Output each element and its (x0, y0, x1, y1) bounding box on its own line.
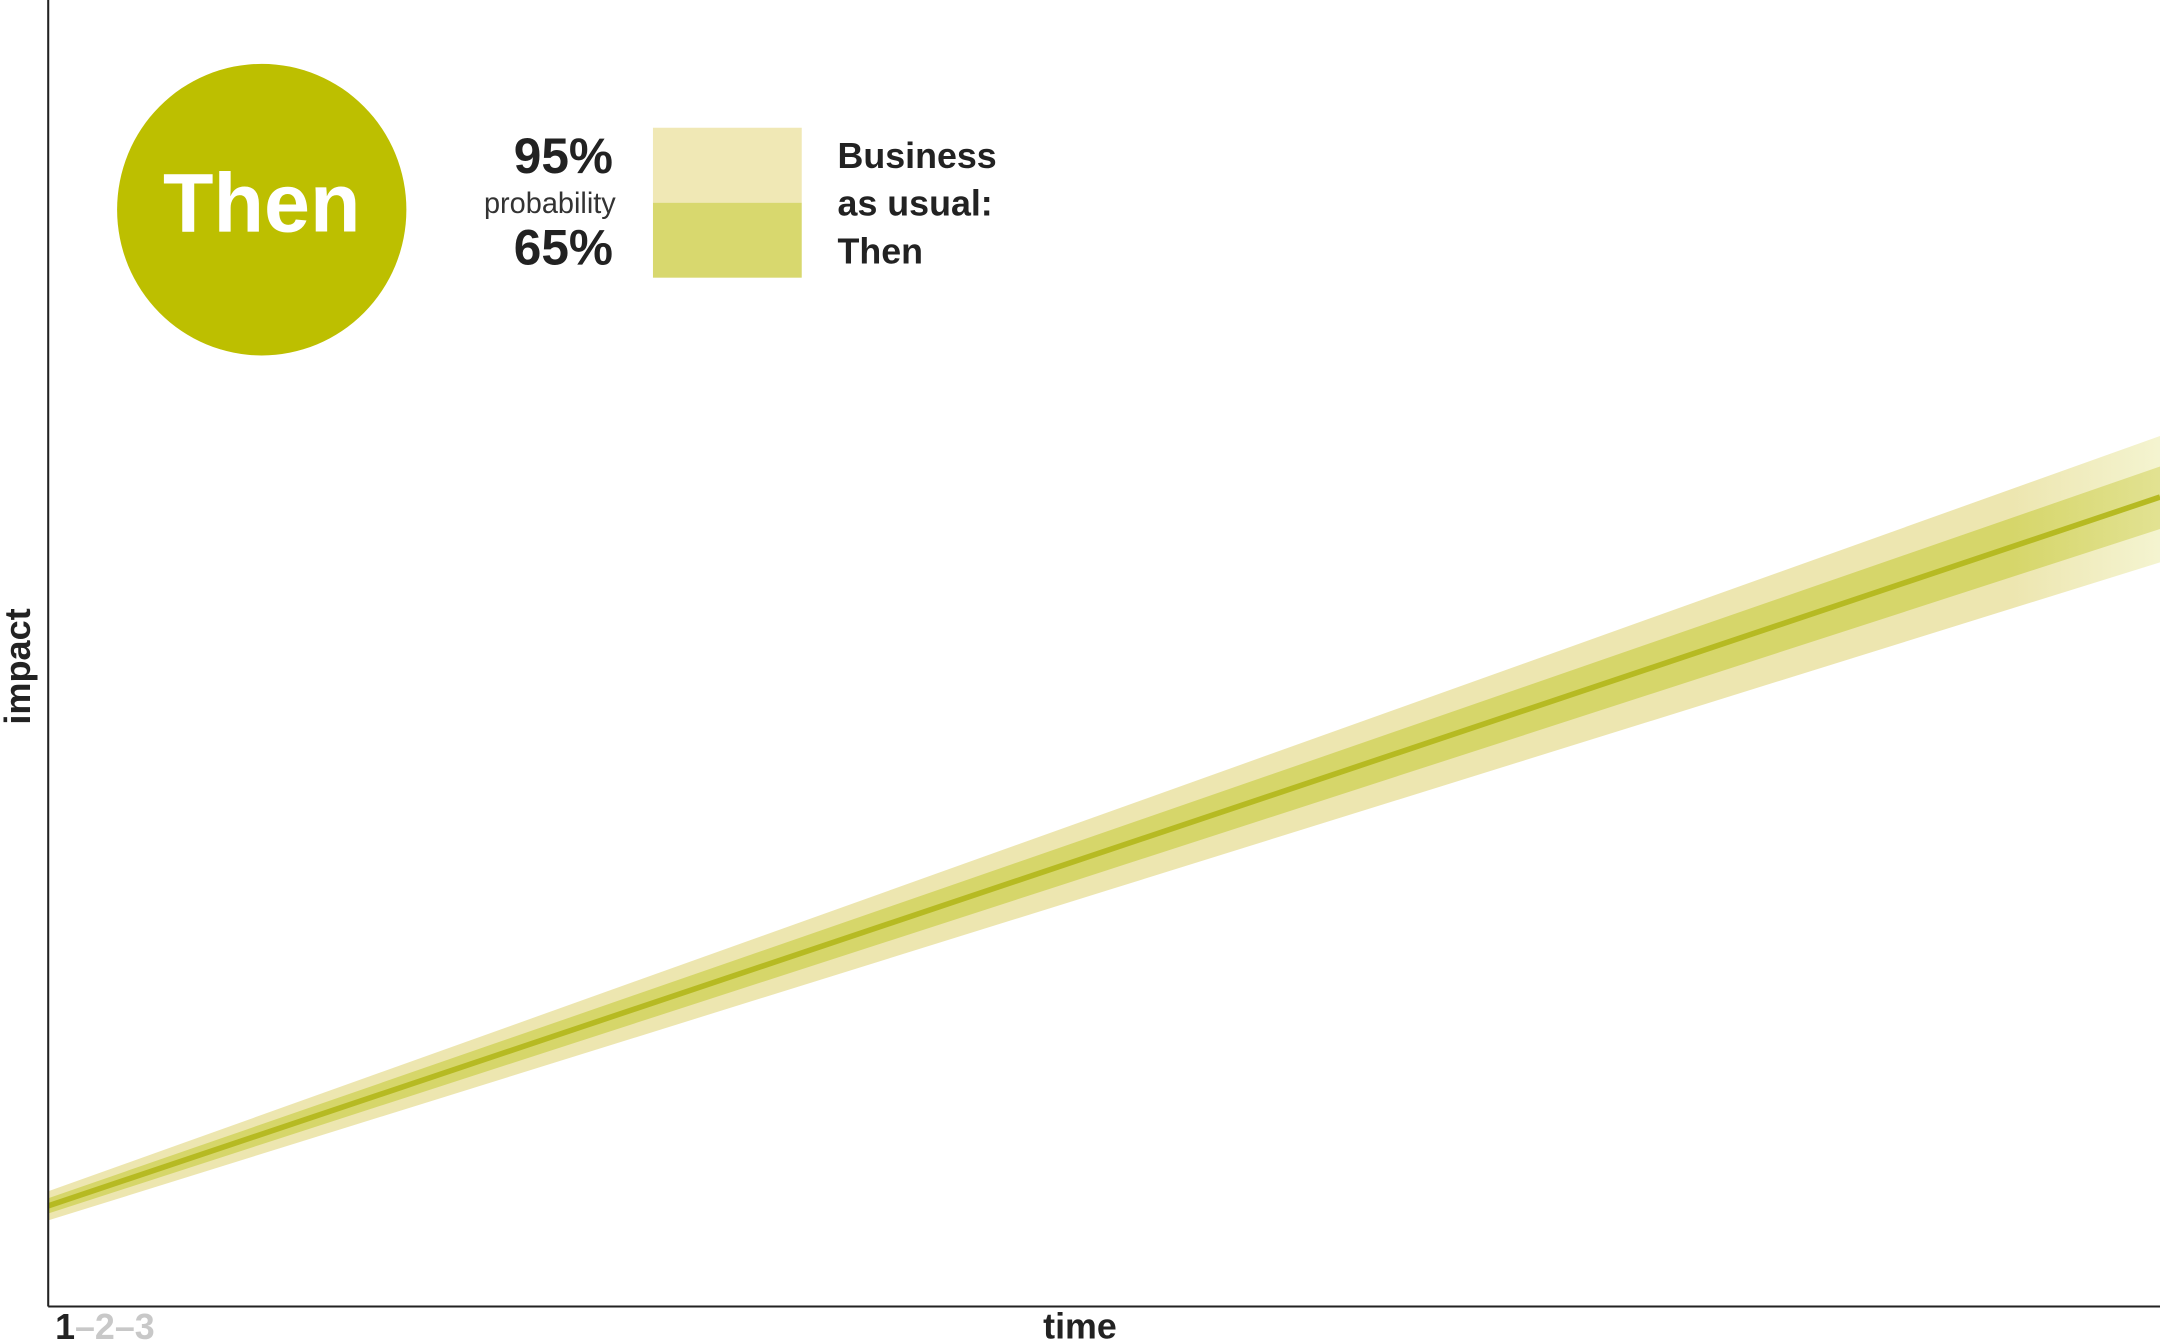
legend-swatch-outer (652, 127, 802, 203)
badge-text: Then (163, 156, 360, 249)
legend-caption: probability (484, 188, 616, 220)
legend-inner: 65% (514, 219, 613, 275)
legend-label-line: Then (838, 230, 924, 271)
x-axis-label: time (1043, 1305, 1117, 1344)
badge-circle (117, 63, 407, 356)
pager-rest[interactable]: –2–3 (75, 1305, 155, 1344)
pager: 1–2–3 (55, 1305, 155, 1344)
pager-current[interactable]: 1 (55, 1305, 75, 1344)
y-axis-label: impact (0, 608, 38, 724)
legend-outer: 95% (514, 128, 613, 184)
legend-swatch-inner (652, 202, 802, 278)
center-line (47, 494, 2160, 1209)
legend-label: Business as usual: Then (838, 135, 997, 272)
legend-label-line: as usual: (838, 183, 993, 224)
legend-label-line: Business (838, 135, 997, 176)
